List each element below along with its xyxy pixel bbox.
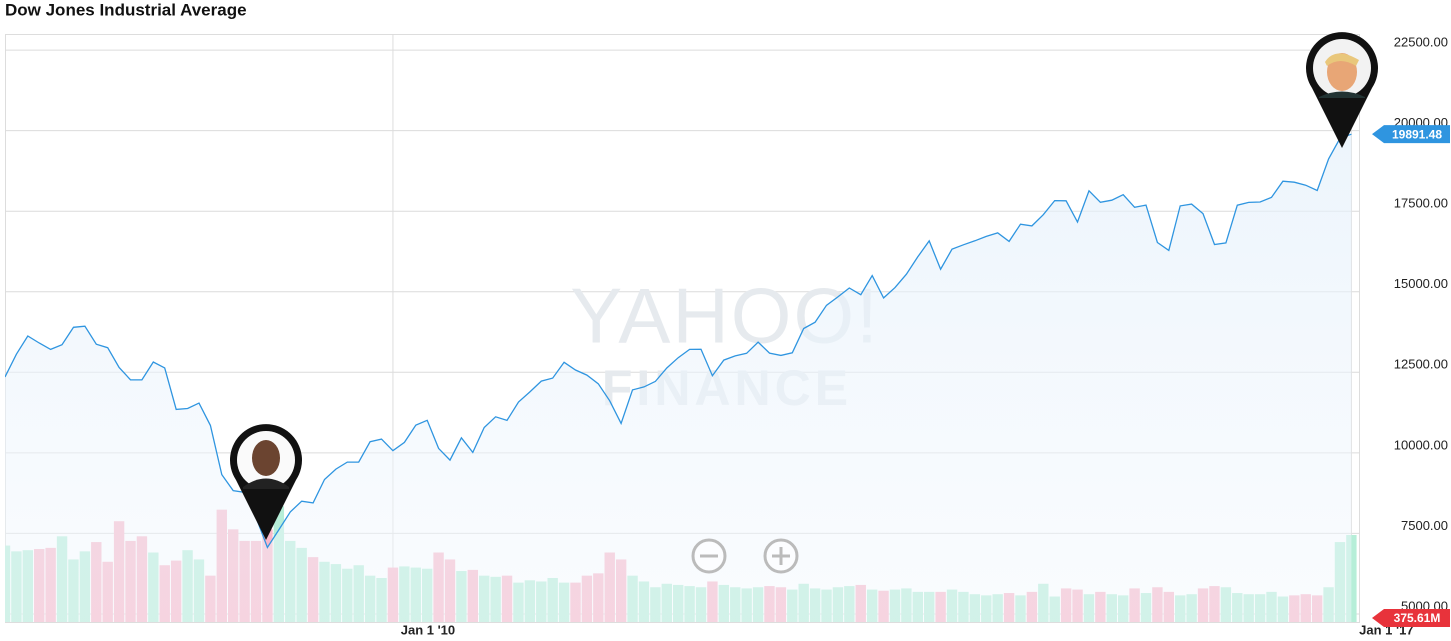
y-tick-label: 22500.00: [1394, 35, 1448, 50]
last-price-label-box: [1372, 125, 1450, 144]
y-tick-label: 7500.00: [1401, 518, 1448, 533]
plot-frame: [5, 34, 1360, 623]
last-price-label: 19891.48: [1392, 127, 1442, 141]
price-line: [5, 133, 1352, 549]
y-tick-label: 10000.00: [1394, 437, 1448, 452]
volume-label: 375.61M: [1394, 611, 1441, 625]
area-fill: [5, 134, 1352, 622]
zoom-in-button[interactable]: [763, 538, 799, 574]
zoom-out-button[interactable]: [691, 538, 727, 574]
y-tick-label: 12500.00: [1394, 357, 1448, 372]
x-tick-label: Jan 1 '10: [401, 622, 455, 637]
price-line: [5, 133, 1352, 622]
y-tick-label: 15000.00: [1394, 276, 1448, 291]
y-tick-label: 17500.00: [1394, 196, 1448, 211]
axis: 5000.007500.0010000.0012500.0015000.0017…: [401, 35, 1448, 638]
pin: [1306, 32, 1378, 149]
pin: [230, 424, 302, 540]
volume-label-box: [1372, 609, 1450, 627]
chart-title: Dow Jones Industrial Average: [5, 0, 247, 19]
